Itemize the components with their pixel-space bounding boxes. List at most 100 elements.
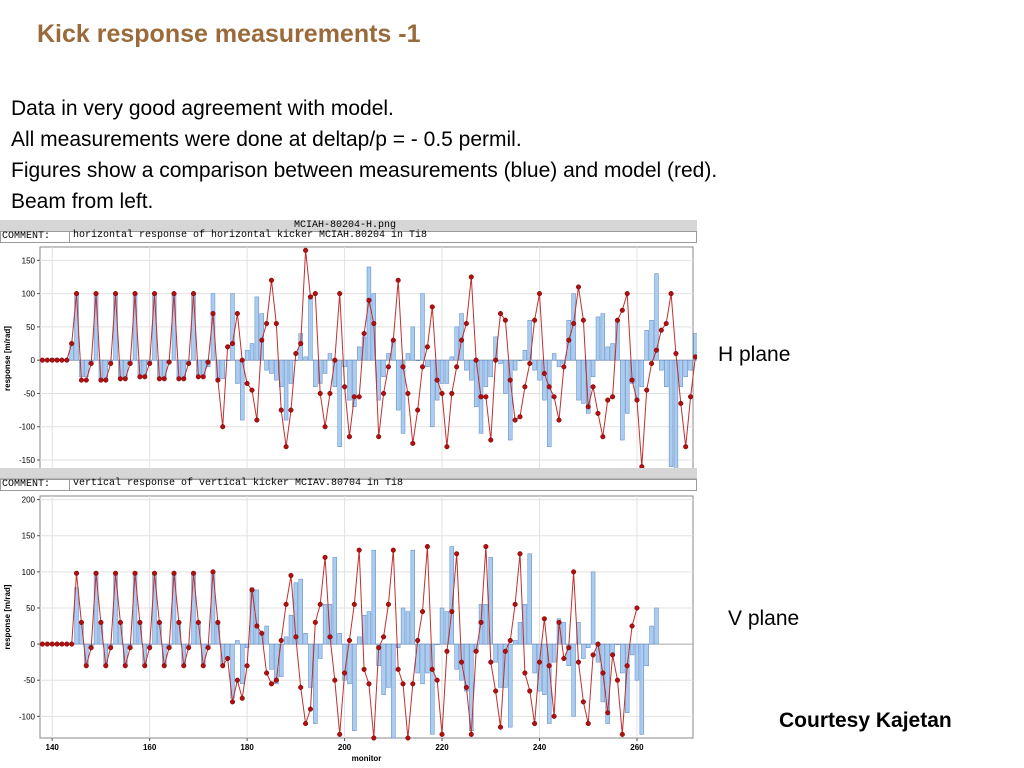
y-tick-label: 100 [22,568,36,577]
measurement-bar [464,359,469,371]
model-point [649,360,655,367]
measurement-bar [381,643,386,695]
model-point [54,357,60,363]
model-point [122,663,128,669]
measurement-bar [152,293,157,361]
model-point [239,357,245,363]
measurement-bar [512,359,518,371]
intro-text: Data in very good agreement with model. … [11,93,717,217]
y-tick-label: -100 [19,712,36,721]
intro-line: Figures show a comparison between measur… [11,159,718,182]
model-point [83,663,89,669]
y-tick-label: 150 [22,532,36,541]
model-point [590,652,596,658]
model-point [434,377,440,383]
model-point [98,619,104,625]
measurement-bar [654,273,659,361]
model-point [312,291,318,297]
model-point [556,417,562,423]
model-point [268,277,275,283]
model-point [351,601,357,607]
measurement-bar [366,611,372,645]
model-point [478,394,484,400]
measurement-bar [454,326,459,361]
model-point [522,384,528,390]
measurement-bar [620,643,625,674]
model-point [424,344,430,350]
model-point [108,360,114,367]
model-point [624,291,630,297]
measurement-bar [391,643,396,739]
model-point [551,713,557,719]
model-point [478,619,484,625]
model-point [322,424,328,430]
model-point [244,663,250,669]
model-point [571,321,577,327]
model-point [205,645,211,651]
model-point [156,376,162,382]
measurement-bar [293,359,299,361]
model-point [463,321,469,327]
measurement-bar [84,359,89,378]
measurement-bar [512,640,518,645]
measurement-bar [283,359,289,421]
model-point [575,659,582,665]
model-point [215,619,221,625]
model-point [39,357,45,363]
model-point [69,641,75,647]
model-point [127,360,133,367]
model-point [385,364,391,370]
model-point [337,731,343,737]
measurement-bar [649,319,654,361]
model-point [215,377,221,383]
measurement-bar [625,359,630,414]
measurement-bar [430,643,435,735]
measurement-bar [395,643,401,648]
measurement-bar [503,359,508,394]
measurement-bar [322,359,328,374]
model-point [181,663,187,669]
model-point [259,630,265,636]
measurement-bar [551,643,557,663]
model-point [39,641,45,647]
model-point [575,284,582,290]
measurement-bar [420,293,425,361]
measurement-bar [571,293,576,361]
x-tick-label: 260 [630,743,644,752]
model-point [614,317,621,323]
model-point [317,390,323,396]
measurement-bar [244,643,250,648]
model-point [546,384,552,390]
model-point [488,659,494,665]
model-point [156,619,162,625]
model-point [595,410,601,416]
model-point [161,376,167,382]
measurement-bar [590,359,596,378]
model-point [303,721,309,727]
model-point [415,407,421,413]
model-point [176,619,182,625]
model-point [497,311,504,317]
measurement-bar [659,359,664,371]
model-point [268,681,275,687]
model-point [307,294,314,300]
model-point [171,570,177,576]
model-point [473,648,479,654]
measurement-bar [303,633,308,645]
y-tick-label: -50 [23,676,35,685]
model-point [327,390,333,396]
intro-line: All measurements were done at deltap/p =… [11,128,522,151]
model-point [112,291,119,297]
model-point [405,735,411,741]
measurement-bar [303,356,308,361]
model-point [395,277,401,283]
measurement-bar [235,359,240,384]
measurement-bar [332,557,338,645]
measurement-bar [469,359,474,381]
model-point [536,291,543,297]
model-point [117,376,123,382]
measurement-bar [561,359,567,364]
measurement-bar [347,643,352,685]
model-point [190,291,197,297]
measurement-bar [639,643,645,735]
